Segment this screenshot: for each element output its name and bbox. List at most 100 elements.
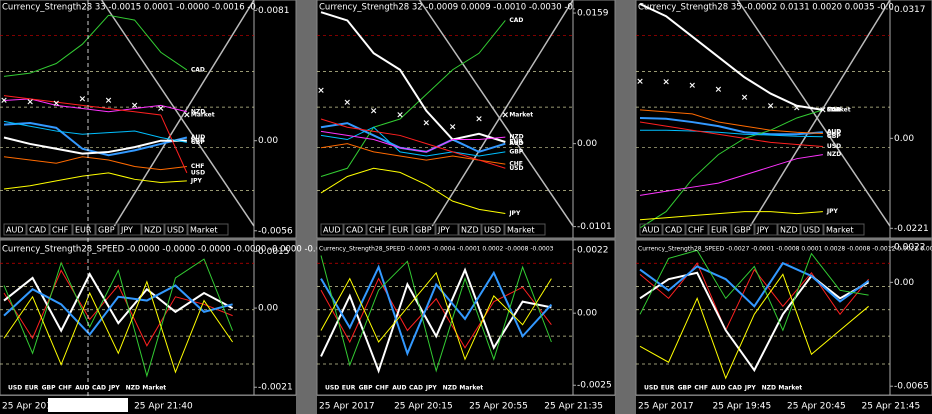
legend-entry: JPY xyxy=(756,226,769,235)
legend-entry: Market xyxy=(459,385,483,392)
drawing-line xyxy=(100,0,255,227)
legend-entry: EUR xyxy=(342,385,356,392)
market-marker: × xyxy=(741,93,749,103)
legend-entry: JPY xyxy=(108,385,121,392)
legend-box xyxy=(823,223,865,236)
time-label: 25 Apr 20:55 xyxy=(469,402,528,412)
legend-entry: NZD xyxy=(144,226,162,235)
indicator-title: Currency_Strength28_SPEED -0.0000 -0.000… xyxy=(2,245,337,255)
drawing-line xyxy=(418,0,574,227)
market-marker: × xyxy=(26,98,34,108)
legend-entry: NZD xyxy=(461,226,479,235)
legend-box xyxy=(118,223,142,236)
y-tick-label: 0.00 xyxy=(577,309,597,319)
legend-entry: CAD xyxy=(665,226,682,235)
legend-box xyxy=(26,223,50,236)
y-tick-label: 0.00 xyxy=(894,278,914,288)
time-label: 25 Apr 20:15 xyxy=(394,402,453,412)
legend-entry: USD xyxy=(803,226,820,235)
legend-box xyxy=(320,223,344,236)
series-line xyxy=(639,109,824,229)
series-line xyxy=(320,143,506,165)
series-line xyxy=(320,255,552,373)
legend-box xyxy=(800,223,824,236)
series-end-label: USD xyxy=(509,165,523,172)
y-tick-label: -0.0021 xyxy=(258,383,293,393)
legend-entry: GBP xyxy=(415,226,432,235)
market-marker: × xyxy=(0,96,8,106)
series-line xyxy=(320,130,506,153)
series-line xyxy=(639,154,823,196)
series-line xyxy=(639,109,823,134)
legend-box xyxy=(777,223,801,236)
series-line xyxy=(3,98,187,113)
legend-entry: CAD xyxy=(409,385,423,392)
legend-entry: AUD xyxy=(711,385,725,392)
series-line xyxy=(320,167,506,214)
legend-entry: Market xyxy=(826,226,854,235)
legend-entry: JPY xyxy=(744,385,757,392)
series-end-label: Market xyxy=(509,111,533,118)
series-line xyxy=(320,20,506,177)
market-marker: × xyxy=(105,96,113,106)
series-end-label: CHF xyxy=(191,163,205,170)
legend-entry: CAD xyxy=(728,385,742,392)
legend-box xyxy=(504,223,546,236)
series-line xyxy=(3,136,187,155)
series-line xyxy=(639,121,823,147)
y-tick-label: 0.00 xyxy=(258,304,278,314)
time-axis xyxy=(317,396,615,414)
legend-box xyxy=(343,223,367,236)
series-line xyxy=(639,3,824,111)
series-end-label: JPY xyxy=(508,210,521,217)
legend-box xyxy=(389,223,413,236)
market-marker: × xyxy=(370,106,378,116)
legend-entry: CHF xyxy=(694,385,708,392)
series-line xyxy=(639,271,870,373)
legend-box xyxy=(639,223,663,236)
legend-entry: CHF xyxy=(688,226,705,235)
legend-entry: EUR xyxy=(711,226,728,235)
market-marker: × xyxy=(52,99,60,109)
y-tick-label: -0.0101 xyxy=(577,222,612,232)
legend-entry: CHF xyxy=(52,226,69,235)
legend-entry: GBP xyxy=(98,226,115,235)
market-marker: × xyxy=(183,110,191,120)
chart-window: 0.01590.00-0.0101AUDCADCHFEURGBPJPYNZDUS… xyxy=(316,0,616,414)
legend-entry: NZD xyxy=(126,385,140,392)
drawing-line xyxy=(749,0,891,227)
series-end-label: GBP xyxy=(191,139,205,146)
legend-box xyxy=(49,223,73,236)
legend-box xyxy=(685,223,709,236)
series-end-label: EUR xyxy=(827,106,841,113)
series-line xyxy=(320,118,506,169)
market-marker: × xyxy=(423,119,431,129)
market-marker: × xyxy=(662,78,670,88)
legend-box xyxy=(366,223,390,236)
chart-area xyxy=(635,0,932,239)
legend-box xyxy=(95,223,119,236)
chart-window: 0.00810.00-0.0056AUDCADCHFEURGBPJPYNZDUS… xyxy=(0,0,337,414)
series-end-label: JPY xyxy=(190,177,203,184)
legend-entry: USD xyxy=(325,385,339,392)
series-line xyxy=(320,11,506,143)
series-end-label: CHF xyxy=(827,130,841,137)
legend-entry: NZD xyxy=(762,385,776,392)
y-tick-label: 0.00 xyxy=(894,134,914,144)
indicator-title: Currency_Strength28_SPEED -0.0027 -0.000… xyxy=(638,246,932,253)
series-end-label: Market xyxy=(191,111,215,118)
series-end-label: JPY xyxy=(826,208,839,215)
time-label: 25 Apr 2017 xyxy=(638,402,694,412)
time-axis xyxy=(636,396,932,414)
y-tick-label: -0.0065 xyxy=(894,382,929,392)
legend-entry: GBP xyxy=(734,226,751,235)
y-tick-label: -0.0025 xyxy=(577,381,612,391)
window-title: Currency_Strength28 32 -0.0009 0.0009 -0… xyxy=(319,3,576,13)
legend-entry: EUR xyxy=(661,385,675,392)
legend-entry: EUR xyxy=(25,385,39,392)
legend-entry: EUR xyxy=(392,226,409,235)
legend-entry: NZD xyxy=(443,385,457,392)
market-marker: × xyxy=(157,104,165,114)
series-end-label: NZD xyxy=(827,151,841,158)
